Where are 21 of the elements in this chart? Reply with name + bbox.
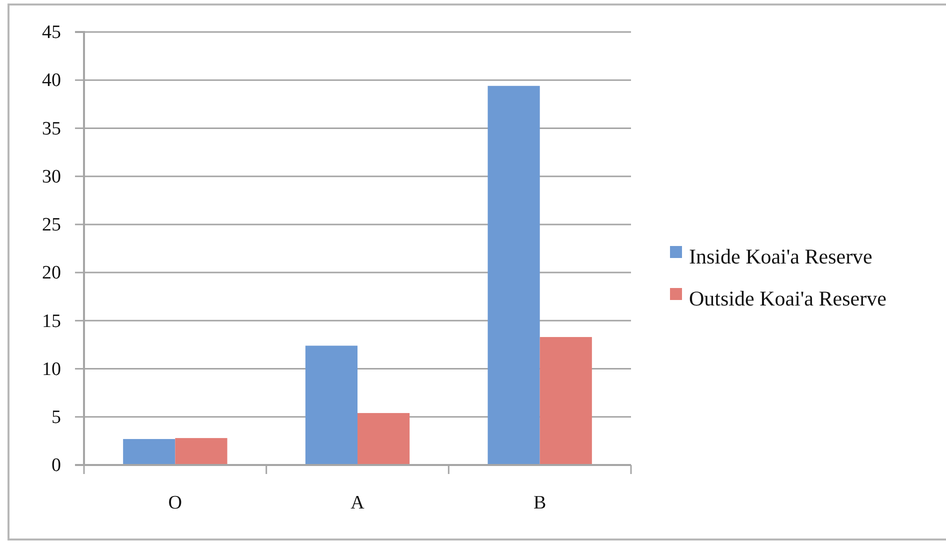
bar	[123, 439, 176, 465]
y-tick-label: 40	[42, 70, 61, 92]
x-tick-label: B	[533, 492, 546, 514]
bar	[175, 438, 228, 465]
y-tick-label: 0	[52, 455, 61, 476]
y-tick-label: 20	[42, 262, 61, 284]
y-tick-label: 30	[42, 166, 61, 188]
y-tick-label: 15	[42, 310, 61, 332]
y-tick-label: 45	[42, 22, 61, 44]
legend-label: Outside Koai'a Reserve	[689, 286, 886, 310]
bar	[305, 346, 358, 465]
bar	[358, 413, 410, 465]
y-tick-label: 25	[42, 214, 61, 236]
y-tick-label: 35	[42, 118, 61, 140]
x-tick-label: A	[350, 492, 365, 514]
bar	[540, 337, 592, 465]
bar	[488, 86, 540, 465]
y-tick-label: 5	[52, 406, 61, 428]
y-tick-label: 10	[42, 358, 61, 380]
legend-label: Inside Koai'a Reserve	[689, 244, 872, 268]
x-tick-label: O	[168, 492, 182, 514]
